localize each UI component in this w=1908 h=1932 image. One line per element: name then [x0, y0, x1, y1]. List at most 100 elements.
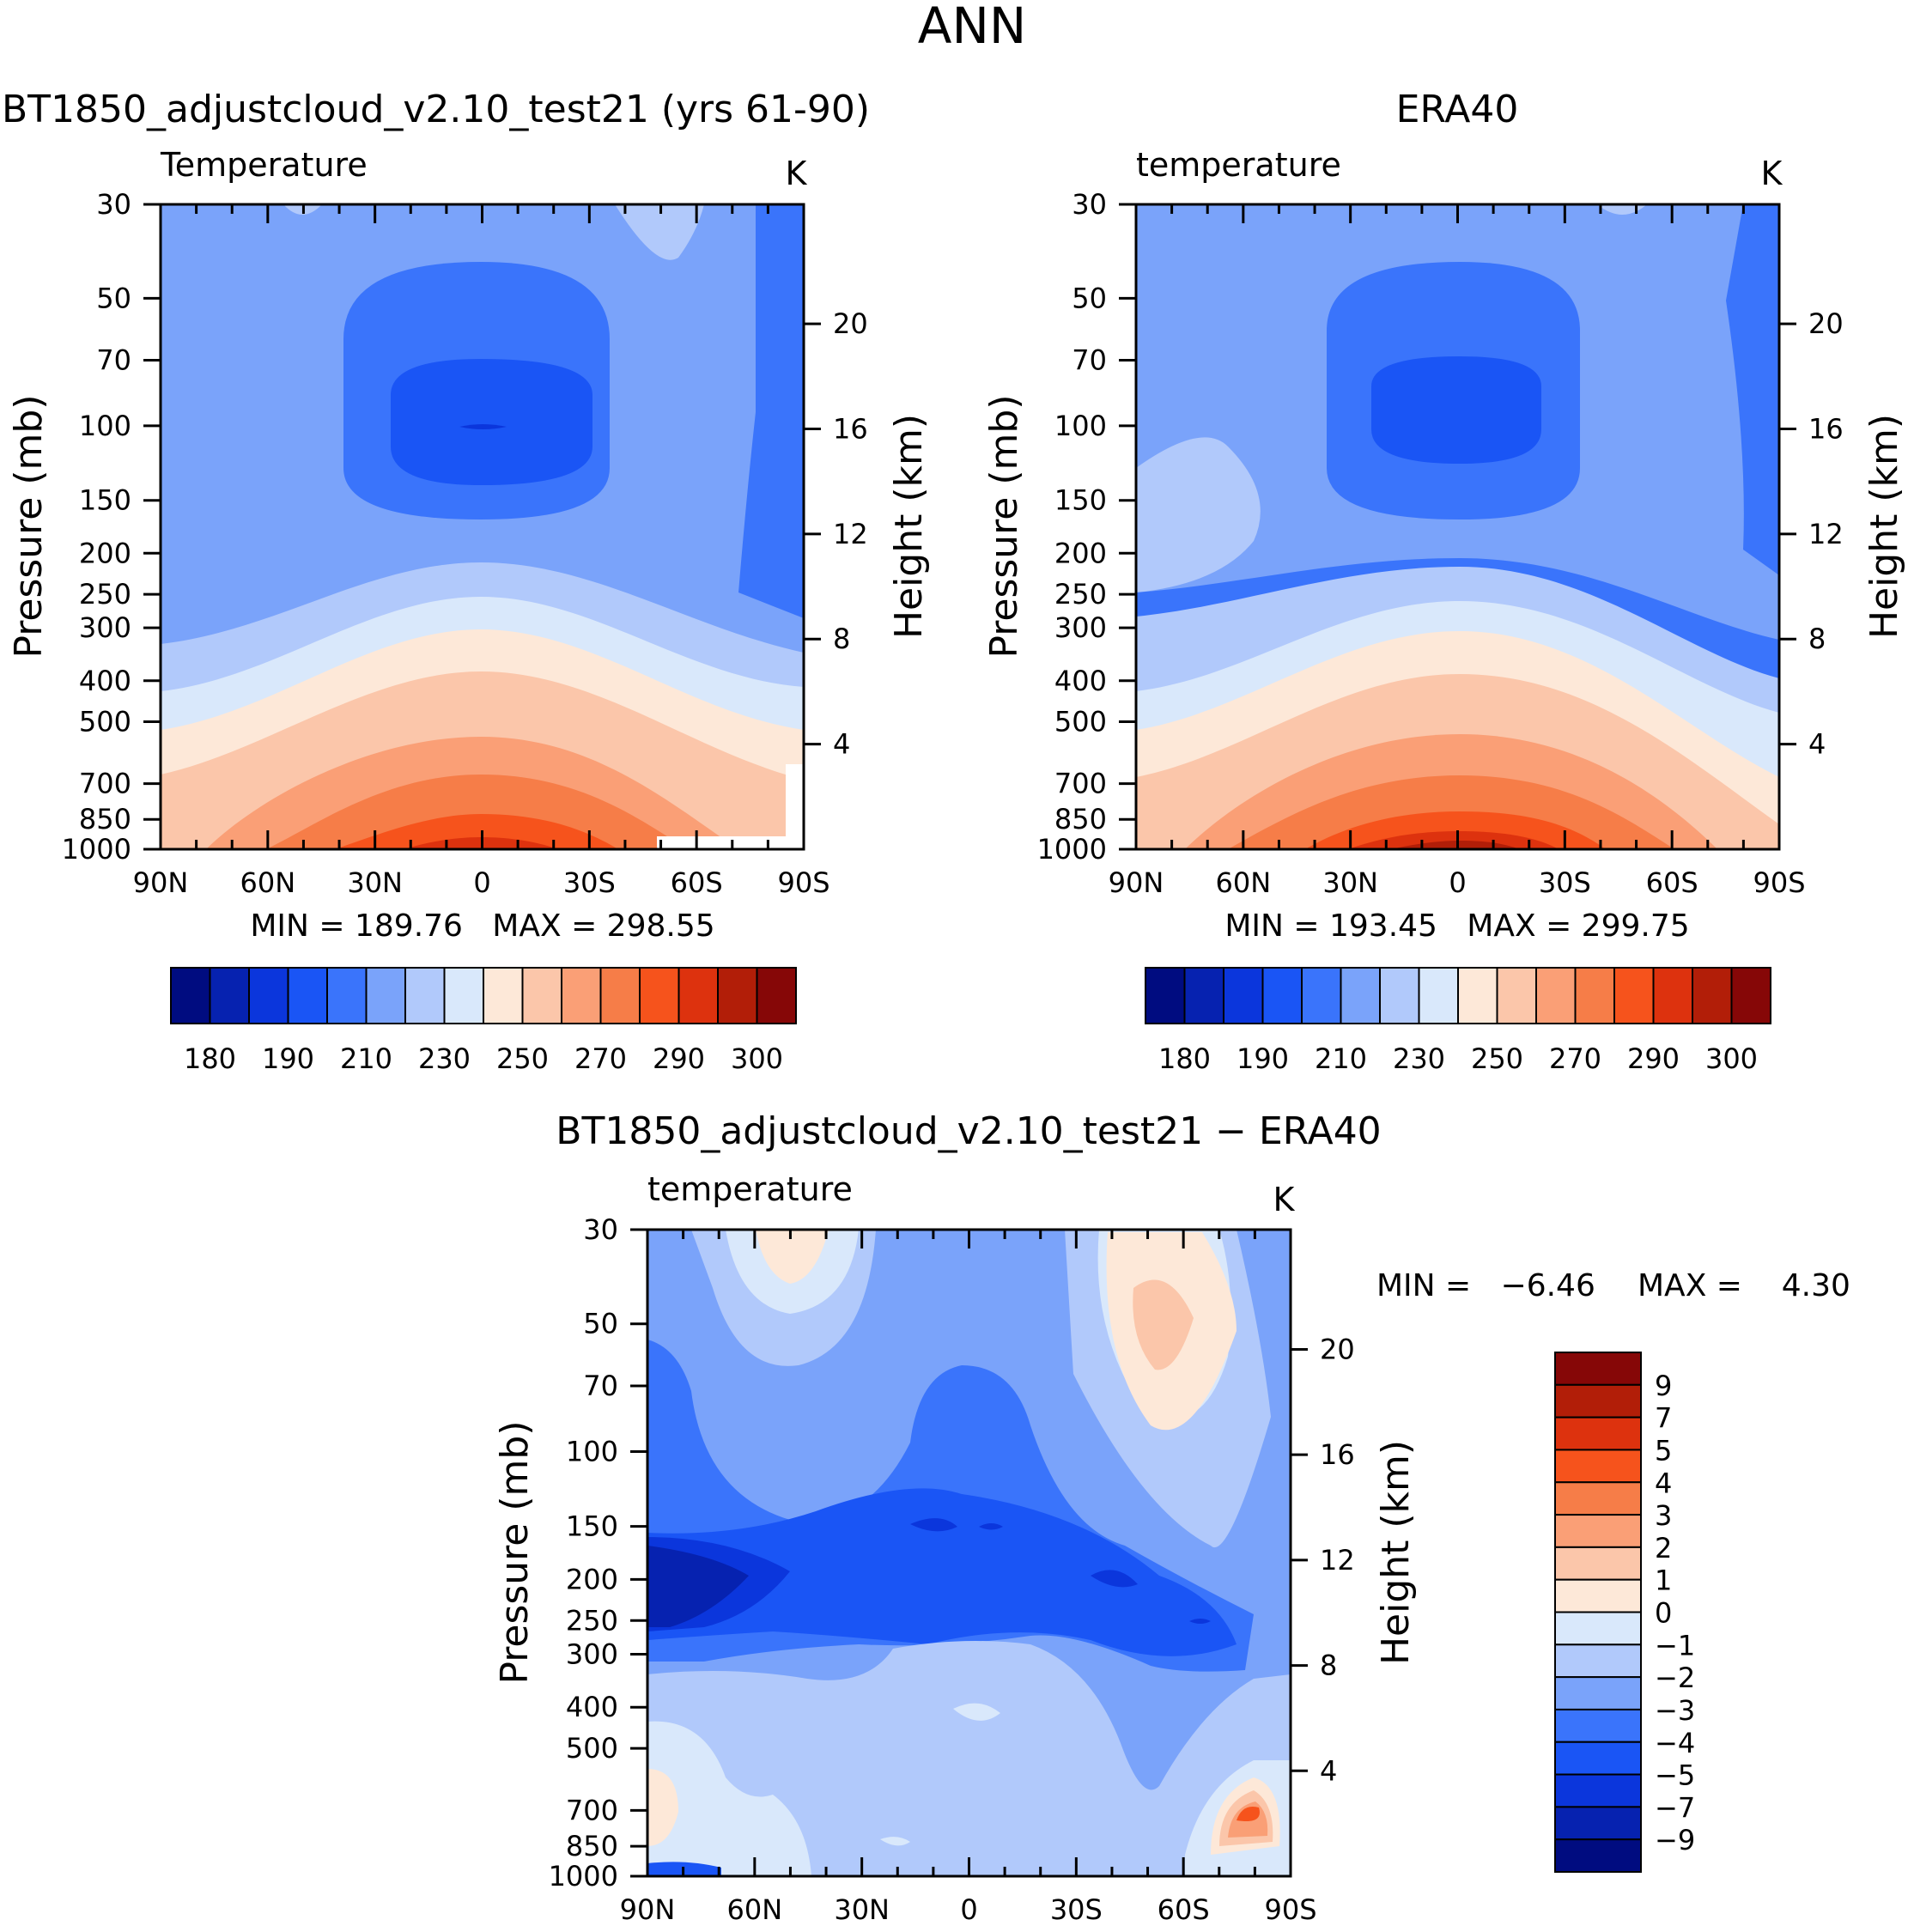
y2-tick-label: 4	[833, 728, 850, 761]
y-tick-label: 70	[96, 343, 131, 376]
y-tick-label: 500	[1054, 706, 1107, 738]
colorbar-swatch	[209, 967, 250, 1024]
colorbar-swatch	[326, 967, 368, 1024]
colorbar-label: 210	[340, 1042, 392, 1075]
colorbar-label: −9	[1655, 1824, 1695, 1856]
colorbar-swatch	[1418, 967, 1459, 1024]
colorbar-label: 180	[1158, 1042, 1211, 1075]
y-tick-label: 400	[79, 665, 131, 697]
y-tick-label: 30	[583, 1213, 618, 1246]
y-tick-label: 70	[1072, 343, 1107, 376]
zone-minus7-left	[647, 1546, 749, 1627]
colorbar-swatch	[1457, 967, 1498, 1024]
panel-model-units: K	[786, 155, 808, 192]
x-tick-label: 0	[473, 866, 490, 899]
warm-pocket-left	[1136, 437, 1261, 592]
tropopause-inner	[1371, 356, 1541, 464]
x-tick-label: 90N	[620, 1893, 676, 1926]
y-tick-label: 500	[79, 706, 131, 738]
colorbar-swatch	[1554, 1352, 1642, 1386]
colorbar-swatch	[1613, 967, 1655, 1024]
y-tick-label: 300	[79, 611, 131, 644]
y2-tick-label: 8	[1808, 623, 1826, 655]
zone-plus2-right	[1133, 1279, 1194, 1370]
colorbar-swatch	[1554, 1546, 1642, 1581]
y-tick-label: 250	[79, 578, 131, 611]
zone-minus1-lower-left	[647, 1721, 811, 1876]
colorbar-label: −1	[1655, 1629, 1695, 1662]
y-tick-label: 30	[96, 188, 131, 221]
y2-tick-label: 12	[1320, 1544, 1355, 1577]
x-tick-label: 90S	[1753, 866, 1805, 899]
colorbar-swatch	[1554, 1838, 1642, 1873]
y-tick-label: 50	[583, 1308, 618, 1340]
stats-readout-era40: MIN = 193.45 MAX = 299.75	[1224, 908, 1689, 944]
colorbar-label: 9	[1655, 1370, 1672, 1402]
axis-label-height: Height (km)	[1862, 414, 1906, 639]
x-tick-label: 30N	[834, 1893, 890, 1926]
panel-difference: BT1850_adjustcloud_v2.10_test21 − ERA40 …	[493, 1109, 1850, 1926]
isotherm-298	[1391, 841, 1520, 849]
panel-era40: ERA40 temperature K 90N 60N 30N 0 30S 60S 90S 3…	[982, 88, 1906, 1075]
polar-band-right	[1726, 204, 1779, 575]
y-tick-label: 700	[1054, 768, 1107, 800]
y-tick-label: 700	[79, 768, 131, 800]
colorbar-swatch	[287, 967, 328, 1024]
tropopause-inner	[391, 359, 592, 485]
zone-minus2-lower	[647, 1641, 1291, 1876]
colorbar-swatch	[756, 967, 797, 1024]
x-tick-label: 60S	[1158, 1893, 1210, 1926]
cold-pocket-right	[1597, 204, 1647, 215]
colorbar-swatch	[1554, 1643, 1642, 1679]
colorbar-label: −4	[1655, 1727, 1695, 1759]
x-tick-label: 30N	[1322, 866, 1378, 899]
colorbar-swatch	[1554, 1383, 1642, 1419]
colorbar-label: −5	[1655, 1759, 1695, 1792]
zone-minus5-spot-b	[979, 1523, 1003, 1530]
colorbar-swatch	[170, 967, 211, 1024]
colorbar-model: 180 190 210 230 250 270 290 300	[170, 967, 797, 1075]
y2-tick-label: 8	[833, 623, 850, 655]
y-tick-label: 700	[566, 1794, 618, 1826]
colorbar-label: −2	[1655, 1662, 1695, 1694]
y2-tick-label: 20	[833, 307, 868, 340]
colorbar-label: 290	[1627, 1042, 1680, 1075]
x-tick-label: 0	[1449, 866, 1466, 899]
contour-field-difference	[647, 1230, 1291, 1876]
cold-pocket-right	[615, 204, 704, 260]
x-tick-label: 60S	[1646, 866, 1698, 899]
y-tick-label: 300	[1054, 611, 1107, 644]
x-tick-label: 60S	[671, 866, 723, 899]
y2-tick-label: 16	[1320, 1438, 1355, 1471]
x-tick-label: 60N	[727, 1893, 783, 1926]
y-tick-label: 1000	[1037, 833, 1107, 866]
y-tick-label: 850	[1054, 803, 1107, 835]
panel-difference-title: BT1850_adjustcloud_v2.10_test21 − ERA40	[556, 1109, 1381, 1153]
x-tick-label: 90N	[133, 866, 189, 899]
colorbar-swatch	[1554, 1676, 1642, 1710]
colorbar-swatch	[1554, 1449, 1642, 1484]
y2-tick-label: 4	[1808, 728, 1826, 761]
colorbar-swatch	[1574, 967, 1615, 1024]
colorbar-swatch	[561, 967, 602, 1024]
y-tick-label: 50	[96, 282, 131, 314]
panel-model-title: BT1850_adjustcloud_v2.10_test21 (yrs 61-…	[2, 88, 870, 131]
x-tick-label: 30S	[1539, 866, 1591, 899]
y2-tick-label: 4	[1320, 1754, 1337, 1787]
y-tick-label: 500	[566, 1732, 618, 1765]
y-tick-label: 150	[1054, 484, 1107, 517]
colorbar-swatch	[1692, 967, 1733, 1024]
x-tick-label: 90S	[1264, 1893, 1316, 1926]
zone-minus1-spot-low	[880, 1837, 910, 1846]
zone-plus4-lower-right	[1237, 1807, 1260, 1821]
colorbar-swatch	[1496, 967, 1537, 1024]
colorbar-swatch	[443, 967, 484, 1024]
isotherm-280	[266, 775, 687, 849]
colorbar-swatch	[1340, 967, 1381, 1024]
contour-field-model	[161, 204, 804, 849]
stats-max-difference: MAX = 4.30	[1638, 1268, 1850, 1303]
y-tick-label: 250	[566, 1604, 618, 1637]
colorbar-swatch	[599, 967, 641, 1024]
colorbar-label: 1	[1655, 1564, 1672, 1597]
